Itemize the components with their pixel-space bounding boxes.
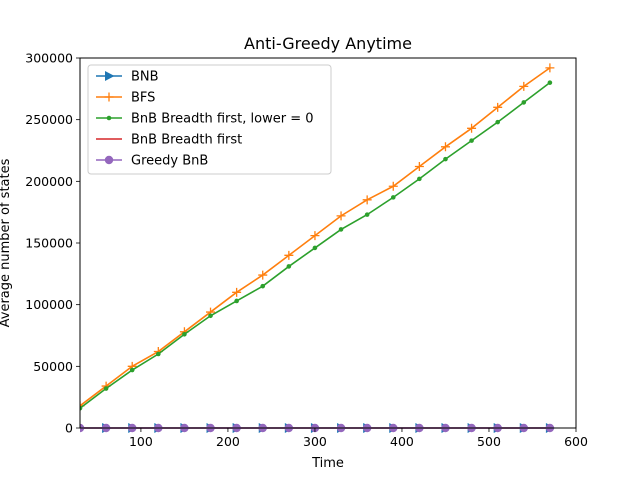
x-tick-label: 200 xyxy=(216,434,240,449)
series-1-point xyxy=(284,250,294,260)
series-1-point xyxy=(388,181,398,191)
legend-label-4: Greedy BnB xyxy=(131,154,208,169)
series-2-point xyxy=(469,138,474,143)
x-tick-label: 600 xyxy=(564,434,588,449)
series-2-point xyxy=(103,386,109,391)
chart-title: Anti-Greedy Anytime xyxy=(244,34,412,53)
series-2-point xyxy=(521,100,527,105)
series-2-point xyxy=(156,351,161,357)
legend-marker-4 xyxy=(104,155,114,165)
legend-entry-1: BFS xyxy=(96,91,155,106)
y-tick-label: 200000 xyxy=(25,174,73,189)
legend-marker-2 xyxy=(106,115,112,121)
legend-label-3: BnB Breadth first xyxy=(131,133,242,148)
series-2-point xyxy=(129,367,135,373)
y-tick-label: 0 xyxy=(65,421,73,436)
series-1-point xyxy=(545,63,555,73)
series-1 xyxy=(80,63,555,411)
series-2-point xyxy=(495,119,500,125)
x-tick-label: 100 xyxy=(129,434,153,449)
series-1-point xyxy=(310,231,320,241)
series-2 xyxy=(80,80,553,411)
y-tick-label: 150000 xyxy=(25,236,73,251)
series-2-point xyxy=(547,80,553,85)
legend-entry-4: Greedy BnB xyxy=(96,154,208,169)
series-1-point xyxy=(336,211,346,221)
series-2-point xyxy=(338,227,344,232)
legend-label-2: BnB Breadth first, lower = 0 xyxy=(131,112,314,127)
y-tick-label: 250000 xyxy=(25,112,73,127)
series-2-point xyxy=(286,264,292,269)
x-axis-ticks: 100 200 300 400 500 600 xyxy=(129,428,588,449)
legend-entry-2: BnB Breadth first, lower = 0 xyxy=(96,112,314,127)
x-tick-label: 500 xyxy=(477,434,501,449)
y-axis-ticks: 0 50000 100000 150000 200000 250000 300000 xyxy=(25,51,80,436)
series-1-point xyxy=(467,123,477,133)
y-tick-label: 100000 xyxy=(25,297,73,312)
legend: BNB BFS BnB Breadth first, lower = 0 BnB Br… xyxy=(87,64,332,175)
series-2-point xyxy=(312,245,318,251)
legend-label-0: BNB xyxy=(131,70,159,85)
y-tick-label: 300000 xyxy=(25,51,73,66)
series-1-point xyxy=(362,195,372,205)
series-1-point xyxy=(519,81,529,91)
series-1-point xyxy=(258,270,268,280)
series-2-point xyxy=(208,313,213,319)
y-axis-label: Average number of states xyxy=(0,158,13,327)
series-2-point xyxy=(417,176,422,182)
series-2-point xyxy=(364,212,370,217)
series-1-point xyxy=(440,142,450,152)
series-1-point xyxy=(232,287,242,297)
series-2-point xyxy=(260,283,266,289)
x-tick-label: 400 xyxy=(390,434,414,449)
series-2-point xyxy=(80,405,83,411)
series-2-point xyxy=(443,156,448,162)
legend-frame xyxy=(87,64,332,175)
legend-marker-1 xyxy=(104,92,114,102)
legend-entry-0: BNB xyxy=(96,70,159,85)
series-1-point xyxy=(493,102,503,112)
series-2-point xyxy=(390,195,396,200)
series-1-point xyxy=(414,162,424,172)
x-tick-label: 300 xyxy=(303,434,327,449)
series-2-point xyxy=(234,298,239,304)
legend-label-1: BFS xyxy=(131,91,155,106)
legend-entry-3: BnB Breadth first xyxy=(96,133,242,148)
y-tick-label: 50000 xyxy=(33,359,73,374)
series-2-point xyxy=(182,331,187,337)
legend-marker-0 xyxy=(105,71,115,81)
x-axis-label: Time xyxy=(311,456,344,471)
